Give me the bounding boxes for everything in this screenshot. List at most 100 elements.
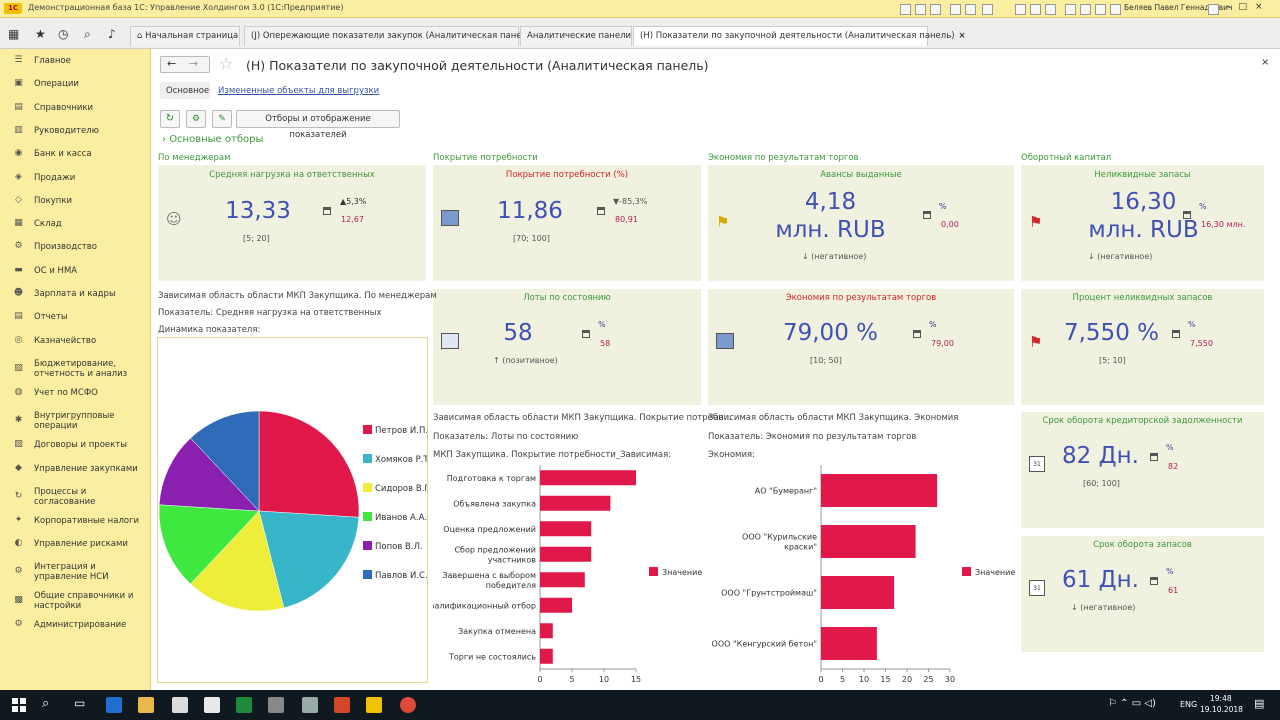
- edge-icon[interactable]: [106, 697, 122, 713]
- window-controls[interactable]: –□×: [1226, 2, 1271, 12]
- toolbar-icon[interactable]: [930, 4, 941, 15]
- apps-grid-icon[interactable]: ▦: [8, 27, 20, 41]
- bar[interactable]: [821, 627, 877, 660]
- bar[interactable]: [540, 495, 611, 511]
- mail-icon[interactable]: [204, 697, 220, 713]
- history-icon[interactable]: ◷: [58, 27, 69, 41]
- back-arrow-icon[interactable]: ←: [167, 57, 177, 70]
- sidebar-item[interactable]: ◍ Учет по МСФО: [0, 387, 150, 405]
- pie-slice[interactable]: [190, 510, 285, 612]
- close-icon[interactable]: ×: [1261, 57, 1270, 68]
- excel-icon[interactable]: [236, 697, 252, 713]
- sidebar-item[interactable]: ⚙ Производство: [0, 241, 150, 259]
- toolbar-icon[interactable]: [915, 4, 926, 15]
- subtab-main-bg[interactable]: [160, 82, 210, 99]
- task-view-icon[interactable]: ▭: [74, 696, 86, 710]
- bar[interactable]: [540, 623, 553, 639]
- bar[interactable]: [540, 597, 572, 613]
- sidebar-item[interactable]: ☻ Зарплата и кадры: [0, 288, 150, 306]
- toolbar-icon[interactable]: [950, 4, 961, 15]
- subtab-changed-objects[interactable]: Измененные объекты для выгрузки: [218, 86, 380, 96]
- toolbar-icon[interactable]: [1030, 4, 1041, 15]
- bar[interactable]: [821, 474, 938, 507]
- sidebar-item[interactable]: ◆ Управление закупками: [0, 463, 150, 481]
- kpi-panel-illiquid-stock[interactable]: Неликвидные запасы ⚑ 16,30 млн. RUB ↓ (н…: [1021, 165, 1264, 281]
- toolbar-icon[interactable]: [1095, 4, 1106, 15]
- filters-display-button[interactable]: Отборы и отображение показателей: [236, 110, 400, 140]
- sidebar-item[interactable]: ▦ Склад: [0, 218, 150, 236]
- bar[interactable]: [540, 546, 592, 562]
- search-icon[interactable]: [1065, 4, 1076, 15]
- bar[interactable]: [540, 470, 636, 486]
- pie-slice[interactable]: [158, 504, 260, 585]
- sidebar-item[interactable]: ◉ Банк и касса: [0, 148, 150, 166]
- app-icon[interactable]: [302, 697, 318, 713]
- toolbar-icon[interactable]: [965, 4, 976, 15]
- toolbar-icon[interactable]: [900, 4, 911, 15]
- sidebar-item[interactable]: ◐ Управление рисками: [0, 538, 150, 556]
- explorer-icon[interactable]: [138, 697, 154, 713]
- sidebar-item[interactable]: ◇ Покупки: [0, 195, 150, 213]
- pie-slice[interactable]: [258, 510, 360, 609]
- sidebar-item[interactable]: ✱ Внутригрупповые операции: [0, 410, 150, 434]
- tab-purchasing-indicators[interactable]: (Н) Показатели по закупочной деятельност…: [633, 26, 966, 46]
- close-icon[interactable]: ×: [958, 31, 966, 41]
- info-icon[interactable]: [1208, 4, 1219, 15]
- sidebar-item[interactable]: ☰ Главное: [0, 55, 150, 73]
- app-icon[interactable]: [268, 697, 284, 713]
- sidebar-item[interactable]: ▤ Отчеты: [0, 311, 150, 329]
- settings-icon[interactable]: ⚙: [186, 110, 206, 128]
- kpi-panel-advances[interactable]: Авансы выданные ⚑ 4,18 млн. RUB ↓ (негат…: [708, 165, 1014, 281]
- filters-group-toggle[interactable]: › Основные отборы: [162, 134, 264, 145]
- tab-home[interactable]: ⌂ Начальная страница: [130, 26, 240, 46]
- pie-slice[interactable]: [158, 437, 260, 512]
- sidebar-item[interactable]: ▤ Справочники: [0, 102, 150, 120]
- powerpoint-icon[interactable]: [334, 697, 350, 713]
- sidebar-item[interactable]: ⚙ Интеграция и управление НСИ: [0, 561, 150, 585]
- kpi-panel-coverage[interactable]: Покрытие потребности (%) 11,86 [70; 100]…: [433, 165, 701, 281]
- edit-icon[interactable]: ✎: [212, 110, 232, 128]
- sidebar-item[interactable]: ⚙ Администрирование: [0, 619, 150, 637]
- user-icon[interactable]: [1110, 4, 1121, 15]
- sidebar-item[interactable]: ▩ Общие справочники и настройки: [0, 590, 150, 614]
- tab-leading-indicators[interactable]: (J) Опережающие показатели закупок (Анал…: [244, 26, 546, 46]
- kpi-panel-stock-turnover[interactable]: Срок оборота запасов 31 61 Дн. ↓ (негати…: [1021, 536, 1264, 652]
- 1c-icon[interactable]: [366, 697, 382, 713]
- bar[interactable]: [540, 521, 592, 537]
- forward-arrow-icon[interactable]: →: [189, 57, 199, 70]
- toolbar-icon[interactable]: [1015, 4, 1026, 15]
- subtab-main[interactable]: Основное: [166, 86, 210, 96]
- store-icon[interactable]: [172, 697, 188, 713]
- system-tray-icons[interactable]: ⚐ ⌃ ▭ ◁): [1108, 698, 1156, 709]
- toolbar-icon[interactable]: [1080, 4, 1091, 15]
- pie-slice[interactable]: [258, 410, 360, 518]
- bell-icon[interactable]: ♪: [108, 27, 116, 41]
- bar[interactable]: [540, 572, 585, 588]
- kpi-panel-illiquid-percent[interactable]: Процент неликвидных запасов ⚑ 7,550 % [5…: [1021, 289, 1264, 405]
- refresh-icon[interactable]: ↻: [160, 110, 180, 128]
- sidebar-item[interactable]: ◎ Казначейство: [0, 335, 150, 353]
- kpi-panel-avg-load[interactable]: Средняя нагрузка на ответственных ☺ 13,3…: [158, 165, 426, 281]
- kpi-panel-payables-turnover[interactable]: Срок оборота кредиторской задолженности …: [1021, 412, 1264, 528]
- toolbar-icon[interactable]: [1045, 4, 1056, 15]
- pie-slice[interactable]: [190, 410, 260, 512]
- sidebar-item[interactable]: ▥ Руководителю: [0, 125, 150, 143]
- sidebar-item[interactable]: ◈ Продажи: [0, 172, 150, 190]
- kpi-panel-savings[interactable]: Экономия по результатам торгов 79,00 % […: [708, 289, 1014, 405]
- search-icon[interactable]: ⌕: [84, 27, 91, 41]
- sidebar-item[interactable]: ▣ Операции: [0, 78, 150, 96]
- sidebar-item[interactable]: ↻ Процессы и согласование: [0, 486, 150, 510]
- sidebar-item[interactable]: ▧ Бюджетирование, отчетность и анализ: [0, 358, 150, 382]
- bar[interactable]: [821, 525, 916, 558]
- toolbar-icon[interactable]: [982, 4, 993, 15]
- bar[interactable]: [821, 576, 895, 609]
- tab-analytic-panels[interactable]: Аналитические панели×: [520, 26, 642, 46]
- sidebar-item[interactable]: ✦ Корпоративные налоги: [0, 515, 150, 533]
- kpi-panel-lots[interactable]: Лоты по состоянию 58 ↑ (позитивное) % 58: [433, 289, 701, 405]
- language-indicator[interactable]: ENG: [1180, 700, 1198, 709]
- windows-start-icon[interactable]: [12, 698, 26, 712]
- favorite-star-icon[interactable]: ☆: [219, 54, 234, 73]
- sidebar-item[interactable]: ▨ Договоры и проекты: [0, 439, 150, 457]
- search-icon[interactable]: ⌕: [42, 696, 50, 711]
- notifications-icon[interactable]: ▤: [1254, 697, 1265, 710]
